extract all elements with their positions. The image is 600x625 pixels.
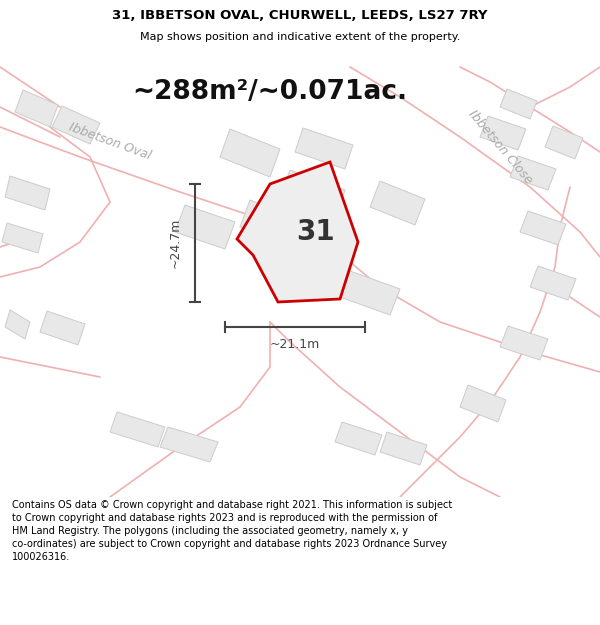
Polygon shape — [340, 271, 400, 315]
Polygon shape — [500, 89, 537, 119]
Text: ~24.7m: ~24.7m — [169, 217, 182, 268]
Text: Ibbetson Close: Ibbetson Close — [466, 107, 535, 186]
Polygon shape — [510, 156, 556, 190]
Polygon shape — [175, 205, 235, 249]
Text: ~21.1m: ~21.1m — [270, 339, 320, 351]
Text: ~288m²/~0.071ac.: ~288m²/~0.071ac. — [133, 79, 407, 105]
Polygon shape — [160, 427, 218, 462]
Text: Map shows position and indicative extent of the property.: Map shows position and indicative extent… — [140, 32, 460, 43]
Polygon shape — [460, 385, 506, 422]
Polygon shape — [15, 90, 58, 127]
Polygon shape — [380, 432, 427, 465]
Polygon shape — [295, 128, 353, 169]
Polygon shape — [370, 181, 425, 225]
Polygon shape — [52, 106, 100, 144]
Polygon shape — [335, 422, 382, 455]
Polygon shape — [5, 310, 30, 339]
Polygon shape — [40, 311, 85, 345]
Text: Contains OS data © Crown copyright and database right 2021. This information is : Contains OS data © Crown copyright and d… — [12, 499, 452, 562]
Text: 31, IBBETSON OVAL, CHURWELL, LEEDS, LS27 7RY: 31, IBBETSON OVAL, CHURWELL, LEEDS, LS27… — [112, 9, 488, 22]
Polygon shape — [520, 211, 566, 245]
Polygon shape — [2, 223, 43, 253]
Polygon shape — [280, 170, 345, 217]
Polygon shape — [220, 129, 280, 177]
Polygon shape — [5, 176, 50, 210]
Polygon shape — [237, 162, 358, 302]
Polygon shape — [240, 200, 305, 249]
Polygon shape — [545, 126, 583, 159]
Polygon shape — [500, 326, 548, 360]
Polygon shape — [110, 412, 165, 447]
Text: Ibbetson Oval: Ibbetson Oval — [67, 121, 153, 163]
Polygon shape — [480, 116, 526, 150]
Text: 31: 31 — [296, 218, 334, 246]
Polygon shape — [530, 266, 576, 300]
